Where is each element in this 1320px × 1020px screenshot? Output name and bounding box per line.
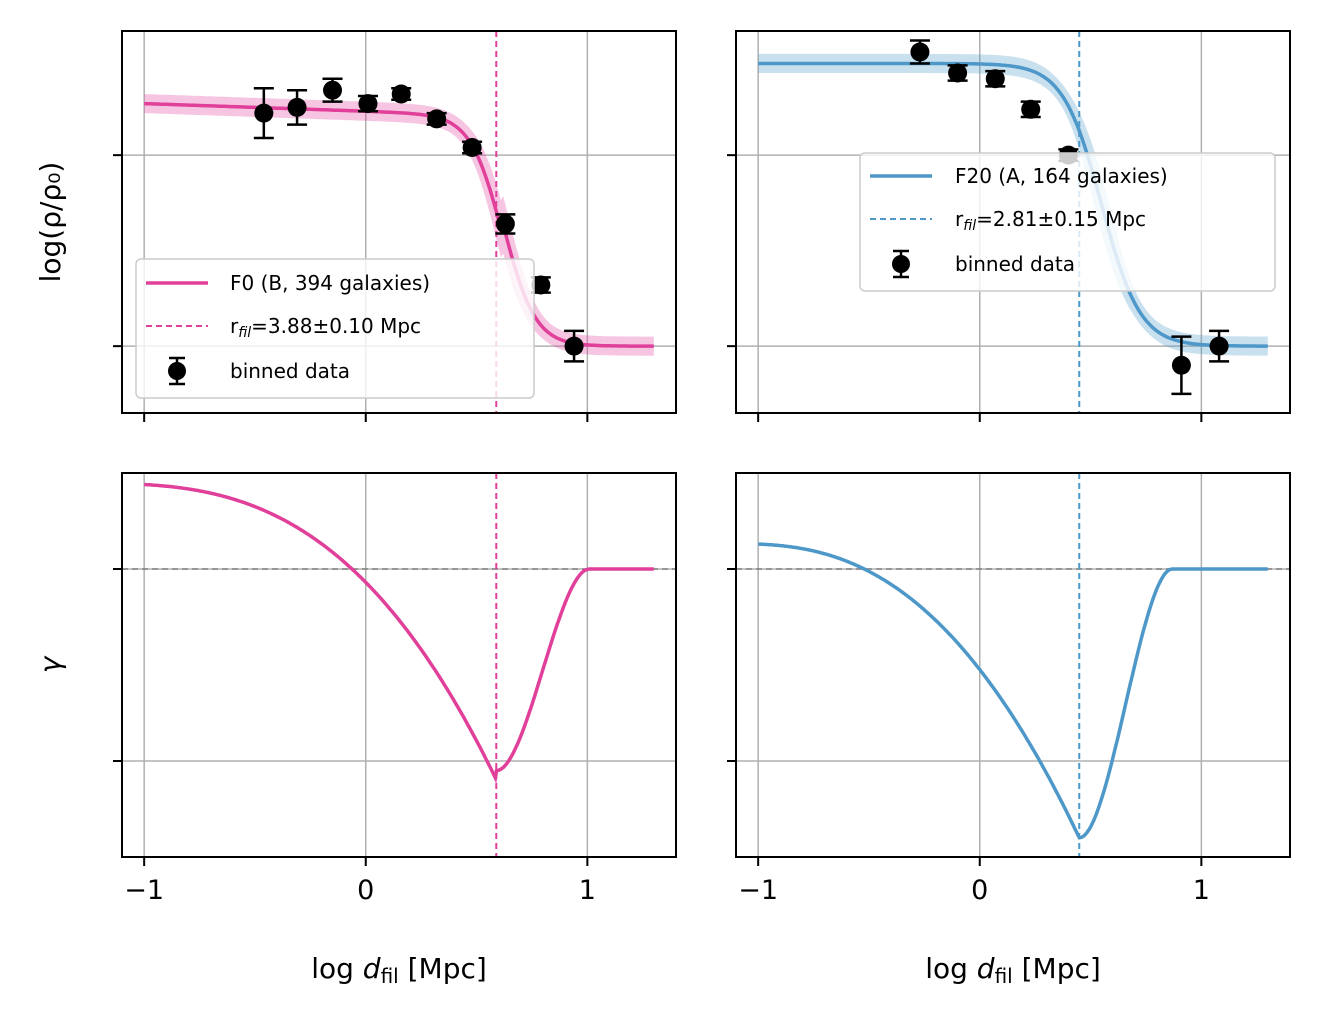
data-point bbox=[391, 84, 412, 104]
legend-right-rfil-label: rfil=2.81±0.15 Mpc bbox=[955, 207, 1146, 234]
point-marker bbox=[985, 69, 1005, 89]
point-marker bbox=[358, 94, 378, 114]
legend-left-data-swatch bbox=[168, 356, 186, 386]
point-marker bbox=[495, 214, 515, 234]
x-axis-label-left: log dfil [Mpc] bbox=[311, 952, 487, 988]
legend-right: F20 (A, 164 galaxies) rfil=2.81±0.15 Mpc… bbox=[859, 152, 1276, 292]
plot-area bbox=[758, 31, 1268, 413]
data-point bbox=[495, 213, 516, 235]
grid bbox=[122, 473, 676, 857]
legend-right-fit-label: F20 (A, 164 galaxies) bbox=[955, 164, 1168, 188]
point-marker bbox=[1209, 336, 1229, 356]
legend-left: F0 (B, 394 galaxies) rfil=3.88±0.10 Mpc … bbox=[135, 258, 535, 399]
point-marker bbox=[462, 138, 482, 158]
data-point bbox=[426, 109, 447, 129]
data-point bbox=[287, 88, 308, 126]
legend-right-data-label: binned data bbox=[955, 252, 1075, 276]
axes-frame bbox=[121, 30, 677, 414]
x-tick-label: 1 bbox=[1193, 875, 1210, 906]
data-point bbox=[357, 94, 378, 114]
data-point bbox=[1171, 335, 1192, 396]
data-point bbox=[462, 138, 483, 158]
x-tick-label: 1 bbox=[579, 875, 596, 906]
data-point bbox=[253, 87, 274, 140]
x-tick-label: −1 bbox=[738, 875, 778, 906]
point-marker bbox=[1021, 99, 1041, 119]
data-point bbox=[322, 77, 343, 103]
x-tick-label: 0 bbox=[971, 875, 988, 906]
axes-frame bbox=[121, 472, 677, 858]
data-point bbox=[947, 63, 968, 83]
gamma-curve bbox=[758, 542, 1268, 840]
legend-right-data-swatch bbox=[892, 249, 910, 279]
fit-line bbox=[758, 61, 1268, 348]
data-point bbox=[985, 69, 1006, 89]
x-tick-label: −1 bbox=[124, 875, 164, 906]
panel-bottom-right: −1 0 1 bbox=[727, 472, 1291, 906]
point-marker bbox=[1171, 355, 1191, 375]
plot-area bbox=[736, 473, 1290, 857]
point-marker bbox=[323, 80, 343, 100]
point-marker bbox=[427, 109, 447, 129]
x-tick-label: 0 bbox=[357, 875, 374, 906]
point-marker bbox=[254, 103, 274, 123]
y-axis-label-top: log(ρ/ρ₀) bbox=[34, 162, 67, 283]
point-marker bbox=[948, 63, 968, 83]
y-axis-label-bottom: γ bbox=[34, 655, 67, 673]
point-marker bbox=[531, 275, 551, 295]
legend-left-data-label: binned data bbox=[230, 359, 350, 383]
data-point bbox=[1209, 329, 1230, 363]
point-marker bbox=[564, 336, 584, 356]
legend-left-fit-label: F0 (B, 394 galaxies) bbox=[230, 271, 430, 295]
data-point bbox=[1020, 99, 1041, 119]
plot-area bbox=[122, 473, 676, 857]
axes-frame bbox=[735, 472, 1291, 858]
point-marker bbox=[910, 42, 930, 62]
data-point bbox=[909, 39, 930, 65]
x-axis-label-right: log dfil [Mpc] bbox=[925, 952, 1101, 988]
grid bbox=[736, 473, 1290, 857]
panel-bottom-left: −1 0 1 bbox=[113, 472, 677, 906]
legend-left-rfil-label: rfil=3.88±0.10 Mpc bbox=[230, 314, 421, 341]
axes-frame bbox=[735, 30, 1291, 414]
gamma-curve bbox=[144, 482, 654, 784]
data-point bbox=[564, 329, 585, 363]
point-marker bbox=[287, 97, 307, 117]
point-marker bbox=[391, 84, 411, 104]
